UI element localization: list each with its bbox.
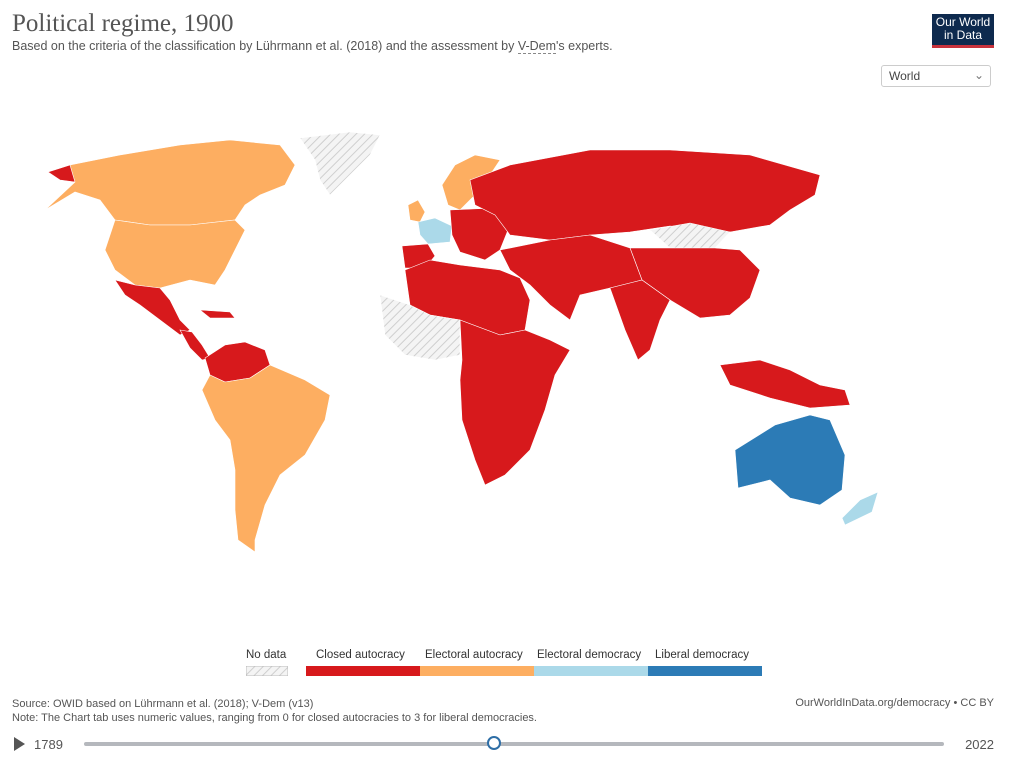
region-cuba[interactable]: [199, 309, 236, 319]
legend-label-no-data: No data: [246, 649, 287, 661]
region-middle-east[interactable]: [499, 234, 643, 321]
legend-label-closed-autocracy: Closed autocracy: [316, 649, 405, 661]
chart-subtitle: Based on the criteria of the classificat…: [12, 39, 613, 54]
region-greenland[interactable]: [299, 131, 381, 196]
logo-line-1: Our World: [935, 15, 991, 29]
legend-label-electoral-autocracy: Electoral autocracy: [425, 649, 523, 661]
legend-swatch-electoral-autocracy[interactable]: [420, 666, 534, 676]
map-legend: No data Closed autocracy Electoral autoc…: [240, 646, 770, 680]
region-new-zealand[interactable]: [841, 491, 879, 526]
region-select-value: World: [889, 69, 921, 83]
source-text: Source: OWID based on Lührmann et al. (2…: [12, 698, 314, 710]
note-text: Note: The Chart tab uses numeric values,…: [12, 712, 537, 724]
region-canada[interactable]: [44, 139, 296, 226]
legend-swatch-closed-autocracy[interactable]: [306, 666, 420, 676]
region-france[interactable]: [417, 217, 453, 245]
region-usa[interactable]: [104, 219, 246, 289]
region-select[interactable]: World ⌄: [881, 65, 991, 87]
vdem-link[interactable]: V-Dem: [517, 39, 557, 54]
region-central-america[interactable]: [179, 329, 211, 361]
world-map[interactable]: [30, 120, 930, 570]
legend-swatch-electoral-democracy[interactable]: [534, 666, 648, 676]
region-sahara[interactable]: [379, 294, 461, 361]
region-russia[interactable]: [469, 149, 821, 241]
subtitle-text: Based on the criteria of the classificat…: [12, 39, 518, 53]
region-uk[interactable]: [407, 199, 426, 223]
region-south-america[interactable]: [201, 364, 331, 553]
legend-swatch-liberal-democracy[interactable]: [648, 666, 762, 676]
logo-line-2: in Data: [943, 28, 983, 42]
timeline-start-year: 1789: [34, 737, 63, 752]
owid-logo[interactable]: Our World in Data: [932, 14, 994, 48]
legend-label-liberal-democracy: Liberal democracy: [655, 649, 749, 661]
chevron-down-icon: ⌄: [973, 68, 984, 82]
footer-notes: Source: OWID based on Lührmann et al. (2…: [12, 697, 537, 725]
timeline-track[interactable]: [84, 742, 944, 746]
legend-label-electoral-democracy: Electoral democracy: [537, 649, 642, 661]
region-mexico[interactable]: [114, 279, 191, 336]
footer-url[interactable]: OurWorldInData.org/democracy • CC BY: [795, 697, 994, 709]
region-south-africa[interactable]: [459, 319, 571, 486]
region-india[interactable]: [609, 279, 671, 361]
legend-swatch-no-data: [246, 666, 288, 676]
region-australia[interactable]: [734, 414, 846, 506]
region-indonesia[interactable]: [719, 359, 851, 409]
subtitle-text-end: 's experts.: [556, 39, 613, 53]
play-icon[interactable]: [14, 737, 25, 751]
timeline-end-year: 2022: [965, 737, 994, 752]
chart-title: Political regime, 1900: [12, 10, 234, 37]
timeline-handle[interactable]: [486, 736, 501, 750]
region-mongolia[interactable]: [649, 222, 731, 249]
timeline[interactable]: 1789 2022: [0, 732, 1012, 758]
